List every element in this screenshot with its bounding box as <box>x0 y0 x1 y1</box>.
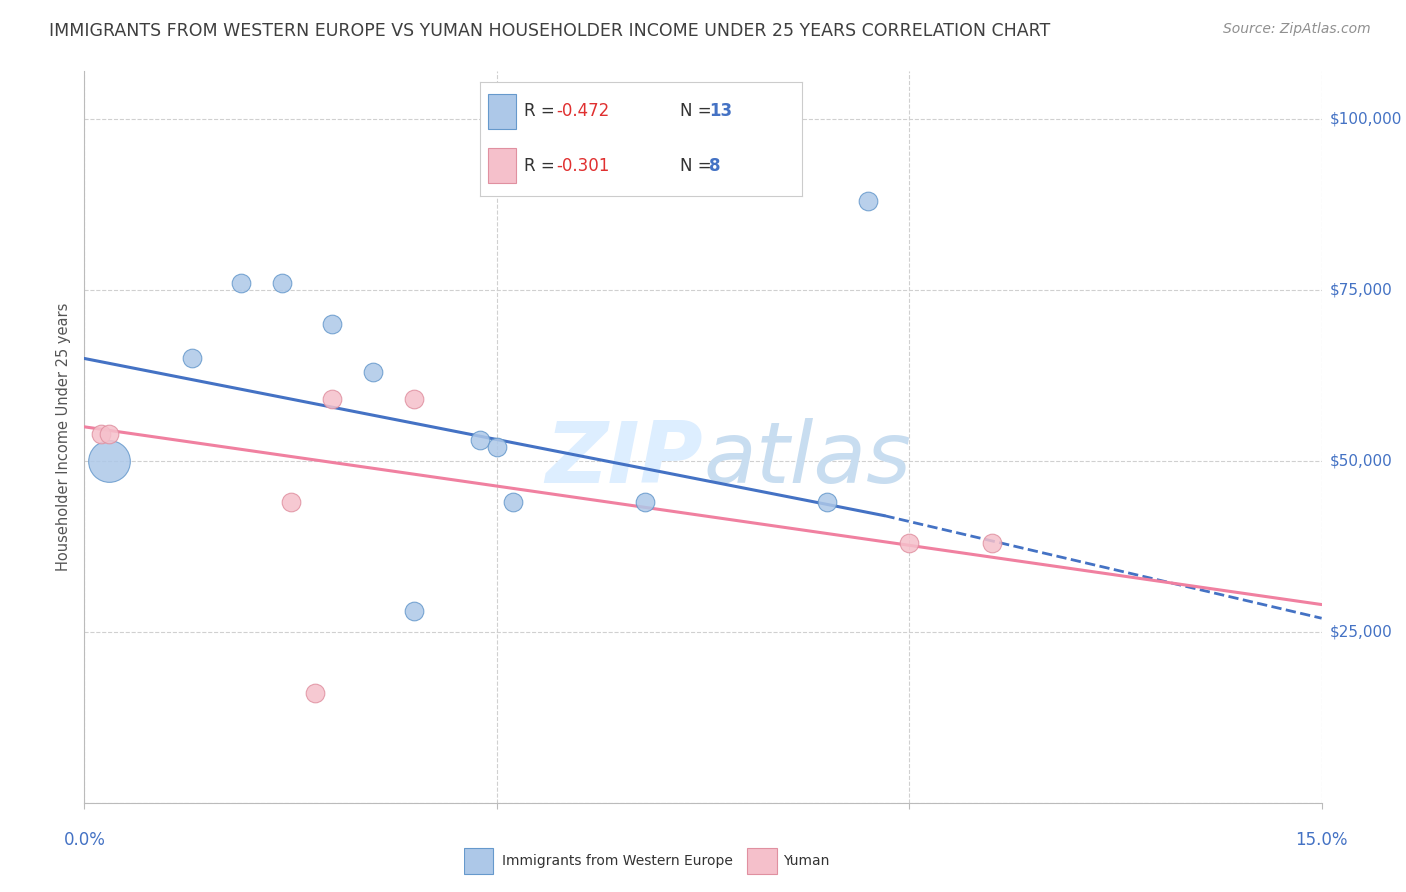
Text: 0.0%: 0.0% <box>63 830 105 848</box>
Point <box>404 604 426 618</box>
Text: $25,000: $25,000 <box>1330 624 1393 640</box>
Text: Source: ZipAtlas.com: Source: ZipAtlas.com <box>1223 22 1371 37</box>
Bar <box>747 848 776 873</box>
Bar <box>464 848 494 873</box>
Point <box>815 495 838 509</box>
Point <box>98 454 121 468</box>
Point <box>271 277 294 291</box>
Text: $100,000: $100,000 <box>1330 112 1402 127</box>
Point <box>898 536 921 550</box>
Point <box>404 392 426 407</box>
Text: Yuman: Yuman <box>783 854 830 868</box>
Point <box>502 495 524 509</box>
Point <box>90 426 112 441</box>
Text: IMMIGRANTS FROM WESTERN EUROPE VS YUMAN HOUSEHOLDER INCOME UNDER 25 YEARS CORREL: IMMIGRANTS FROM WESTERN EUROPE VS YUMAN … <box>49 22 1050 40</box>
Point <box>280 495 302 509</box>
Text: ZIP: ZIP <box>546 417 703 500</box>
Text: atlas: atlas <box>703 417 911 500</box>
Y-axis label: Householder Income Under 25 years: Householder Income Under 25 years <box>56 303 72 571</box>
Point <box>180 351 202 366</box>
Point <box>980 536 1002 550</box>
Point <box>321 318 343 332</box>
Point <box>304 686 326 700</box>
Point <box>98 426 121 441</box>
Point <box>229 277 252 291</box>
Text: 15.0%: 15.0% <box>1295 830 1348 848</box>
Text: Immigrants from Western Europe: Immigrants from Western Europe <box>502 854 734 868</box>
Point <box>361 365 384 379</box>
Point <box>634 495 657 509</box>
Point <box>485 440 508 454</box>
Text: $75,000: $75,000 <box>1330 283 1393 298</box>
Text: $50,000: $50,000 <box>1330 453 1393 468</box>
Point <box>470 434 492 448</box>
Point <box>321 392 343 407</box>
Point <box>856 194 879 209</box>
